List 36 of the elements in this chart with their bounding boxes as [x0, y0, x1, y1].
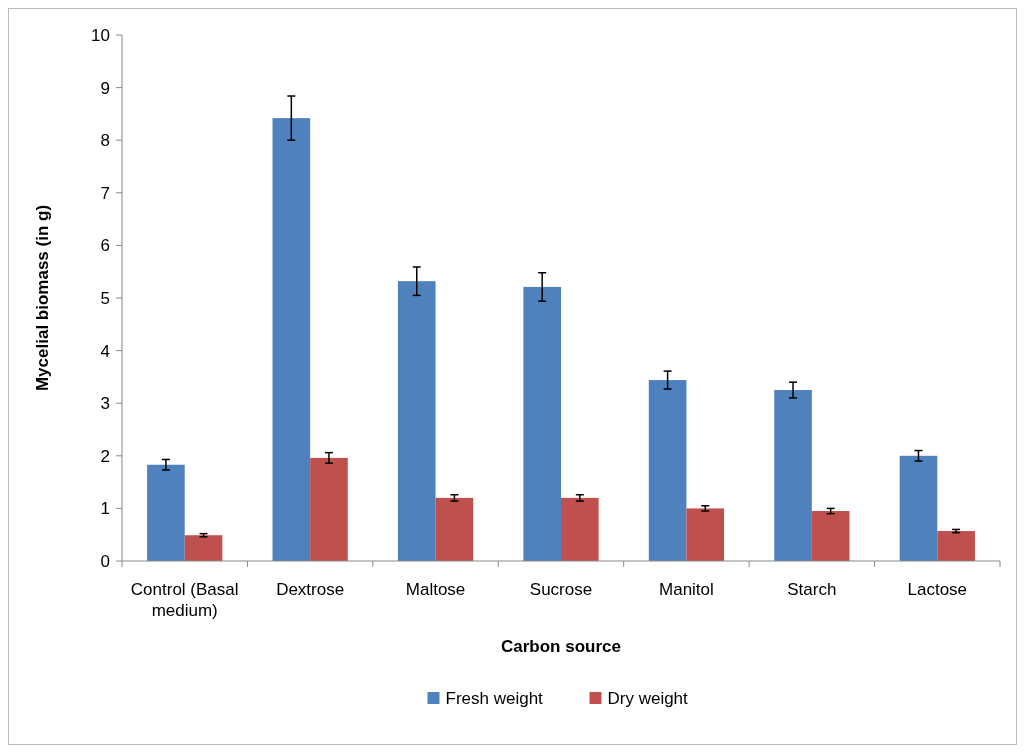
y-tick-label: 3: [100, 394, 110, 414]
x-tick-label: Starch: [787, 580, 837, 599]
x-tick-label: Dextrose: [276, 580, 345, 599]
y-tick-label: 10: [91, 25, 110, 45]
y-axis-title: Mycelial biomass (in g): [33, 204, 52, 392]
x-tick-label: Maltose: [405, 580, 466, 599]
legend-label: Dry weight: [607, 688, 689, 708]
bar: [899, 455, 938, 561]
bar: [435, 497, 474, 561]
y-tick-label: 5: [100, 288, 110, 308]
y-tick-label: 9: [100, 78, 110, 98]
x-tick-label: Manitol: [659, 580, 714, 599]
bar: [561, 497, 599, 561]
bar: [937, 531, 975, 561]
bar: [811, 511, 850, 561]
bar: [310, 457, 348, 561]
y-tick-label: 4: [100, 341, 110, 361]
y-tick-label: 8: [100, 131, 110, 151]
legend-label: Fresh weight: [445, 688, 544, 708]
bar: [272, 118, 311, 561]
x-axis-title: Carbon source: [501, 637, 621, 656]
bar: [523, 286, 561, 561]
bar: [147, 464, 185, 561]
y-tick-label: 7: [100, 183, 110, 203]
bar: [686, 508, 725, 561]
x-tick-label: Lactose: [907, 580, 968, 599]
bar: [397, 281, 436, 561]
x-tick-label: Sucrose: [529, 580, 593, 599]
bar: [774, 390, 812, 561]
y-tick-label: 6: [100, 236, 110, 256]
y-tick-label: 1: [100, 499, 110, 519]
y-tick-label: 0: [100, 551, 110, 571]
y-tick-label: 2: [100, 446, 110, 466]
bar: [184, 535, 223, 561]
bar: [648, 380, 687, 561]
x-tick-label: Control (Basal medium): [130, 580, 239, 620]
